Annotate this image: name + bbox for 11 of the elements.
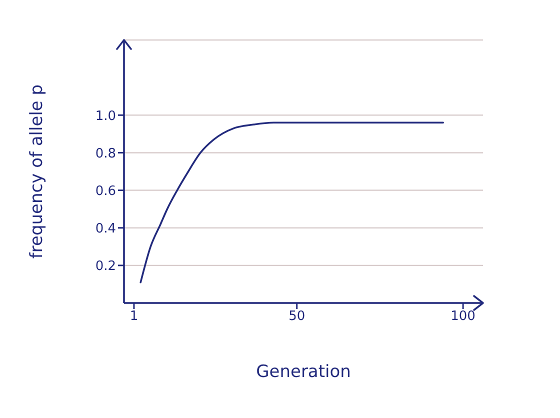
x-tick-label: 1 [130, 309, 138, 324]
y-tick-label: 0.4 [95, 221, 116, 236]
y-axis-title: frequency of allele p [27, 84, 48, 259]
x-tick-label: 50 [288, 309, 306, 324]
y-tick-label: 1.0 [95, 108, 116, 124]
y-tick-label: 0.2 [95, 259, 116, 274]
x-axis-title: Generation [256, 362, 351, 382]
line-series [140, 122, 444, 284]
y-tick-label: 0.6 [95, 184, 116, 199]
x-tick-label: 100 [450, 309, 476, 324]
y-tick-label: 0.8 [95, 146, 116, 162]
